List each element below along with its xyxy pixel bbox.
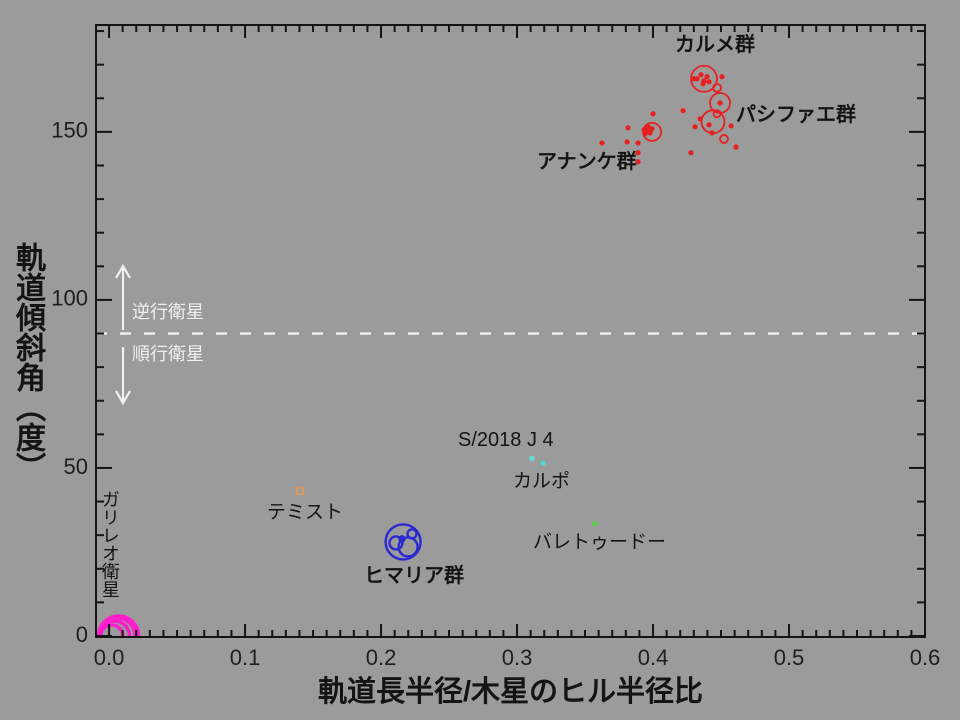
- x-tick-label: 0.5: [774, 645, 805, 670]
- s2018j4-marker: [529, 455, 535, 462]
- pasiphae-group-rings: [700, 92, 731, 144]
- themisto-label: テミスト: [267, 502, 344, 523]
- carpo-label: カルポ: [513, 471, 571, 492]
- prograde-down-arrow-icon: [115, 347, 131, 406]
- x-tick-label: 0.3: [502, 645, 533, 670]
- y-axis-title: 軌道傾斜角（度）: [11, 242, 44, 482]
- axes-frame: [95, 24, 926, 638]
- y-tick-label: 0: [76, 622, 88, 647]
- themisto-marker: [295, 486, 305, 496]
- carme-group-dots: [691, 72, 725, 87]
- x-tick-label: 0.1: [230, 645, 261, 670]
- retrograde-label: 逆行衛星: [132, 302, 204, 322]
- y-tick-label: 150: [51, 118, 88, 143]
- y-tick-label: 100: [51, 286, 88, 311]
- x-axis-title: 軌道長半径/木星のヒル半径比: [317, 676, 704, 708]
- ananke-group-rings: [642, 121, 662, 142]
- valetudo-marker: [592, 520, 598, 527]
- galilean-label: ガリレオ衛星: [99, 490, 120, 598]
- tick-labels: 0.0 0.1 0.2 0.3 0.4 0.5 0.6 0 50 100 150: [51, 118, 940, 670]
- carme-label: カルメ群: [675, 34, 755, 56]
- himalia-label: ヒマリア群: [364, 565, 464, 587]
- x-tick-label: 0.4: [638, 645, 669, 670]
- x-tick-label: 0.2: [366, 645, 397, 670]
- prograde-label: 順行衛星: [132, 344, 204, 364]
- carme-group-rings: [690, 64, 722, 93]
- s2018j4-label: S/2018 J 4: [458, 429, 554, 451]
- retrograde-up-arrow-icon: [115, 263, 131, 330]
- ananke-label: アナンケ群: [537, 151, 637, 173]
- axis-ticks: [96, 25, 926, 637]
- carpo-marker: [540, 460, 546, 467]
- pasiphae-label: パシファエ群: [736, 104, 856, 126]
- x-tick-label: 0.6: [910, 645, 941, 670]
- himalia-group-rings: [384, 523, 422, 561]
- valetudo-label: バレトゥードー: [533, 532, 667, 553]
- y-tick-label: 50: [64, 454, 88, 479]
- x-tick-label: 0.0: [94, 645, 125, 670]
- pasiphae-group-dots: [680, 100, 739, 156]
